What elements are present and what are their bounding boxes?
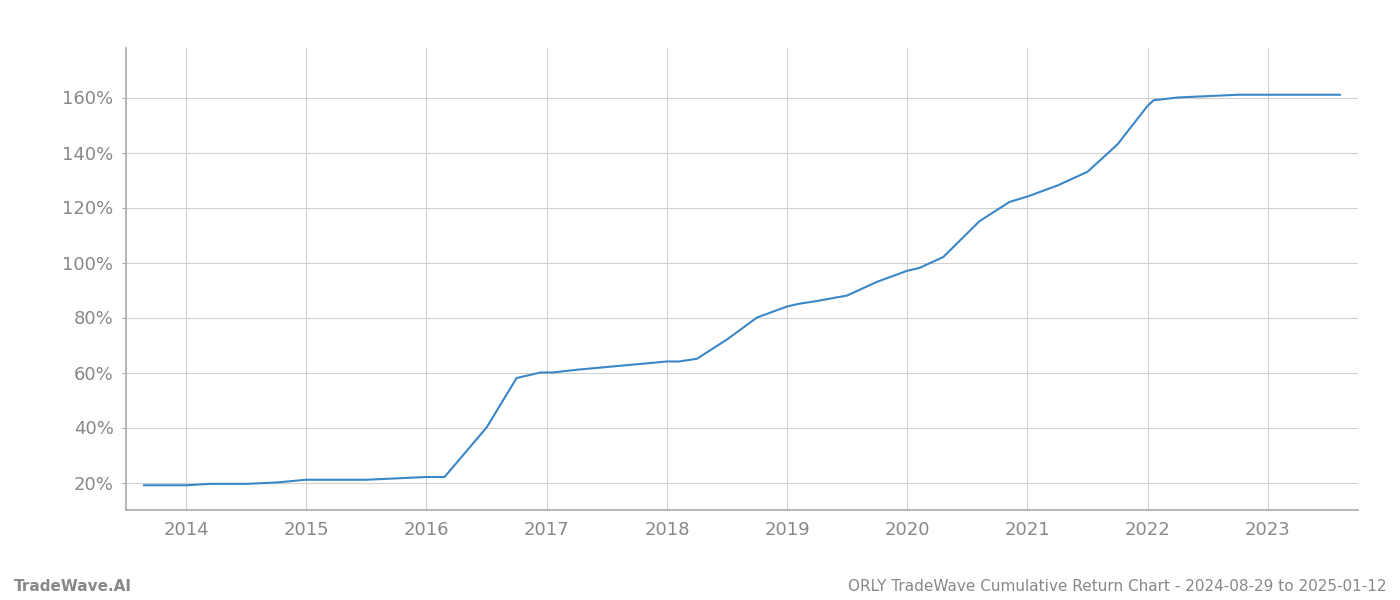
Text: TradeWave.AI: TradeWave.AI xyxy=(14,579,132,594)
Text: ORLY TradeWave Cumulative Return Chart - 2024-08-29 to 2025-01-12: ORLY TradeWave Cumulative Return Chart -… xyxy=(847,579,1386,594)
